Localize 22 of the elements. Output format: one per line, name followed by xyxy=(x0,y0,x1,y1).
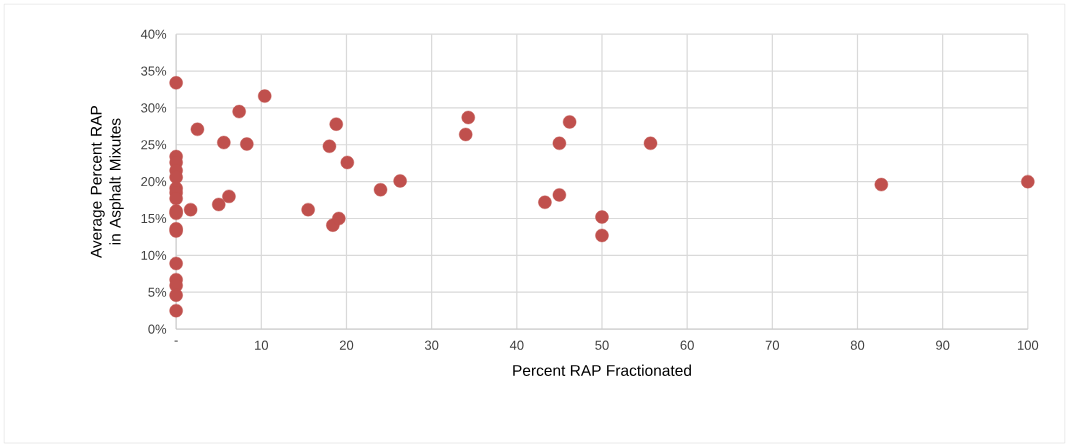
y-tick-label: 20% xyxy=(141,176,167,187)
x-tick-label: 30 xyxy=(424,340,439,350)
x-tick-label: 60 xyxy=(680,340,694,350)
x-tick-label: 90 xyxy=(936,340,950,350)
x-tick-label: 20 xyxy=(339,340,354,350)
y-tick-label: 5% xyxy=(148,287,167,297)
x-tick-label: - xyxy=(174,340,178,342)
y-tick-label: 25% xyxy=(141,140,167,150)
y-tick-label: 10% xyxy=(141,250,167,260)
y-tick-label: 40% xyxy=(140,29,167,39)
x-tick-label: 50 xyxy=(595,340,609,350)
x-tick-label: 100 xyxy=(1017,340,1039,350)
x-tick-label: 80 xyxy=(850,340,865,350)
y-tick-label: 0% xyxy=(148,324,167,334)
x-axis-title: Percent RAP Fractionated xyxy=(513,364,691,376)
x-tick-label: 40 xyxy=(509,340,524,350)
y-tick-label: 35% xyxy=(141,66,167,76)
y-tick-label: 30% xyxy=(141,103,167,113)
x-tick-label: 10 xyxy=(255,340,269,350)
y-axis-title: Average Percent RAP in Asphalt Mixutes xyxy=(90,105,124,258)
x-tick-label: 70 xyxy=(765,340,780,350)
y-tick-label: 15% xyxy=(141,213,167,223)
